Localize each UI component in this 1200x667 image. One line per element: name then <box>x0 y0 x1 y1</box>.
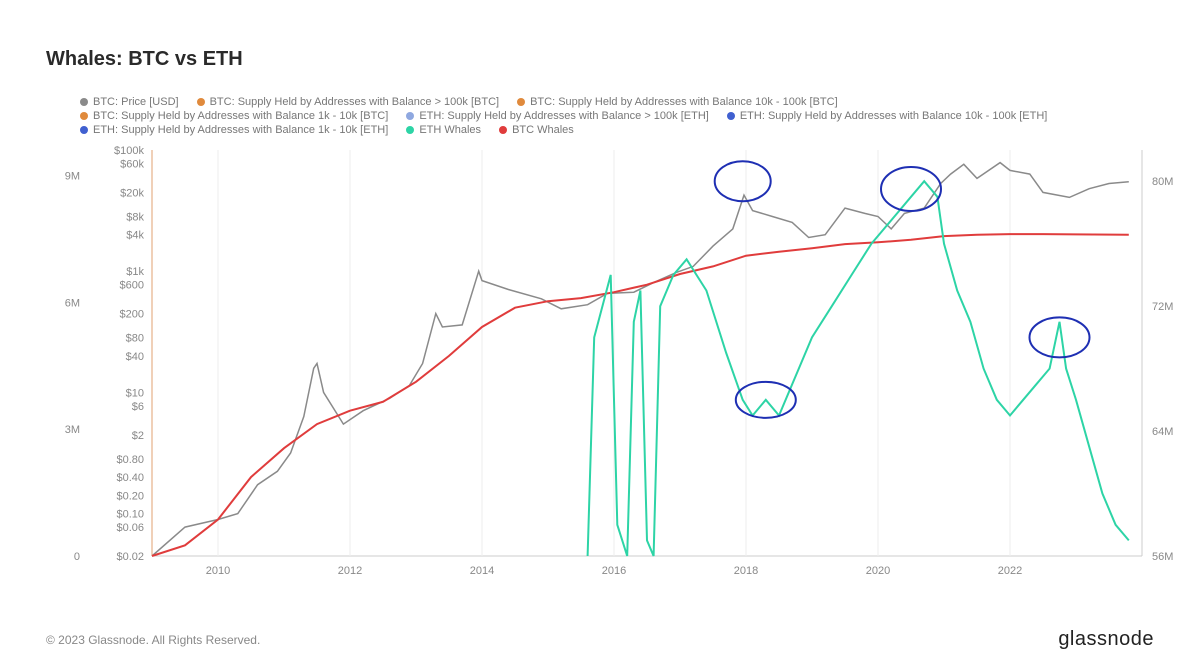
svg-text:$1k: $1k <box>126 266 144 278</box>
svg-text:$0.80: $0.80 <box>116 454 144 466</box>
svg-text:$2: $2 <box>132 430 144 442</box>
svg-text:$0.06: $0.06 <box>116 522 144 534</box>
svg-text:$4k: $4k <box>126 230 144 242</box>
svg-text:$0.02: $0.02 <box>116 551 144 563</box>
svg-text:6M: 6M <box>65 297 80 309</box>
svg-text:64M: 64M <box>1152 426 1173 438</box>
svg-text:$200: $200 <box>120 309 144 321</box>
annotation-ellipse <box>715 161 771 201</box>
svg-text:72M: 72M <box>1152 301 1173 313</box>
series-eth-whales <box>588 181 1129 556</box>
svg-text:56M: 56M <box>1152 551 1173 563</box>
svg-text:$8k: $8k <box>126 211 144 223</box>
series-btc-whales <box>152 234 1129 556</box>
svg-text:2018: 2018 <box>734 565 758 577</box>
svg-text:2012: 2012 <box>338 565 362 577</box>
footer-brand: glassnode <box>1058 628 1154 651</box>
svg-text:$0.10: $0.10 <box>116 509 144 521</box>
svg-text:$0.40: $0.40 <box>116 472 144 484</box>
svg-text:$100k: $100k <box>114 145 144 157</box>
svg-text:2022: 2022 <box>998 565 1022 577</box>
svg-text:$6: $6 <box>132 401 144 413</box>
svg-text:2010: 2010 <box>206 565 230 577</box>
footer-copyright: © 2023 Glassnode. All Rights Reserved. <box>46 633 260 647</box>
svg-text:$60k: $60k <box>120 158 144 170</box>
svg-text:$20k: $20k <box>120 187 144 199</box>
chart-svg: 2010 2012 2014 2016 2018 2020 2022 0 3M 6M 9M $0.02… <box>0 0 1200 667</box>
svg-text:$80: $80 <box>126 333 144 345</box>
svg-text:$40: $40 <box>126 351 144 363</box>
svg-text:0: 0 <box>74 551 80 563</box>
svg-text:$600: $600 <box>120 280 144 292</box>
svg-text:2020: 2020 <box>866 565 890 577</box>
svg-text:2014: 2014 <box>470 565 494 577</box>
svg-text:80M: 80M <box>1152 176 1173 188</box>
svg-text:3M: 3M <box>65 424 80 436</box>
svg-text:2016: 2016 <box>602 565 626 577</box>
svg-text:9M: 9M <box>65 170 80 182</box>
series-btc-price <box>152 163 1129 556</box>
svg-text:$0.20: $0.20 <box>116 490 144 502</box>
svg-text:$10: $10 <box>126 387 144 399</box>
